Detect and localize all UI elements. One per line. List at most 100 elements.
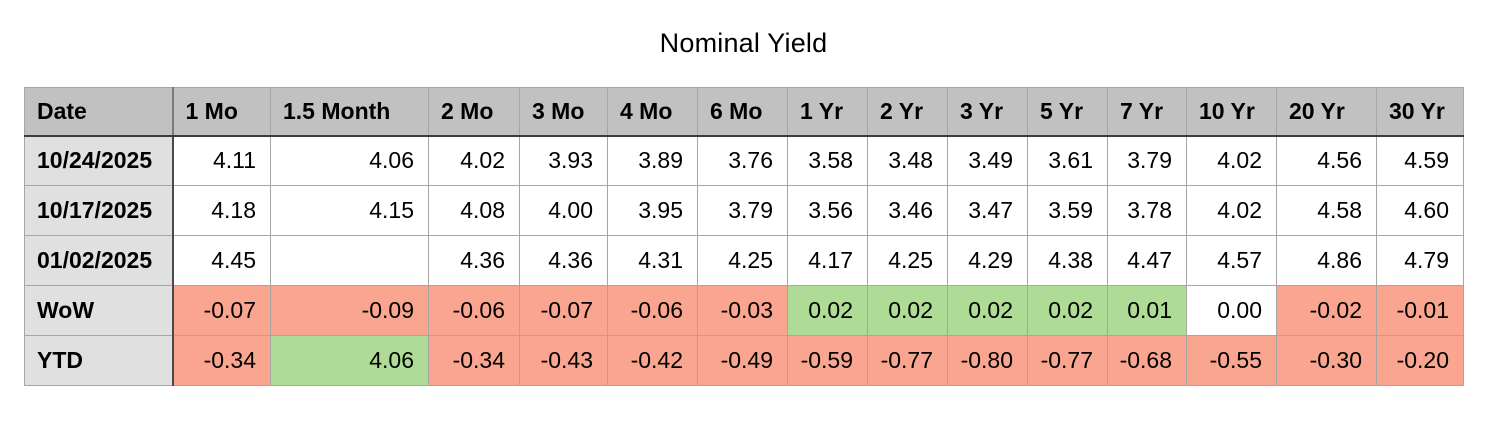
value-cell: -0.01	[1376, 285, 1464, 336]
value-cell: 4.47	[1107, 235, 1187, 286]
value-cell: 4.36	[519, 235, 608, 286]
chart-title: Nominal Yield	[659, 28, 828, 58]
value-cell: 4.38	[1027, 235, 1108, 286]
value-cell: -0.55	[1186, 335, 1277, 386]
value-cell: 4.18	[172, 185, 271, 236]
column-header: 1 Yr	[787, 87, 868, 137]
value-cell: 3.49	[947, 135, 1028, 186]
table-row: YTD -0.34 4.06 -0.34 -0.43 -0.42 -0.49 -0.59 -0.…	[24, 335, 1464, 386]
value-cell: -0.34	[428, 335, 520, 386]
value-cell: 3.93	[519, 135, 608, 186]
value-cell: -0.68	[1107, 335, 1187, 386]
value-cell: 3.47	[947, 185, 1028, 236]
value-cell: 3.78	[1107, 185, 1187, 236]
column-header: 1 Mo	[172, 87, 271, 137]
value-cell: 4.45	[172, 235, 271, 286]
value-cell: 4.86	[1276, 235, 1377, 286]
header-row: Date 1 Mo 1.5 Month 2 Mo 3 Mo 4 Mo 6 Mo 1 Yr 2 Y…	[24, 87, 1464, 137]
value-cell: 3.48	[867, 135, 948, 186]
value-cell: 4.02	[428, 135, 520, 186]
value-cell: -0.59	[787, 335, 868, 386]
value-cell: 4.25	[867, 235, 948, 286]
column-header: 6 Mo	[697, 87, 788, 137]
value-cell: -0.30	[1276, 335, 1377, 386]
column-header: 30 Yr	[1376, 87, 1464, 137]
page: Nominal Yield Date 1 Mo 1.5 Month 2 Mo 3 Mo 4…	[24, 0, 1464, 386]
value-cell: 4.15	[270, 185, 429, 236]
value-cell: 4.79	[1376, 235, 1464, 286]
value-cell: -0.80	[947, 335, 1028, 386]
value-cell: 4.02	[1186, 185, 1277, 236]
value-cell: 3.61	[1027, 135, 1108, 186]
value-cell: 4.17	[787, 235, 868, 286]
column-header: 1.5 Month	[270, 87, 429, 137]
value-cell: 4.00	[519, 185, 608, 236]
value-cell: 3.58	[787, 135, 868, 186]
value-cell: -0.42	[607, 335, 698, 386]
value-cell: 4.31	[607, 235, 698, 286]
column-header: 10 Yr	[1186, 87, 1277, 137]
value-cell: -0.02	[1276, 285, 1377, 336]
column-header: 20 Yr	[1276, 87, 1377, 137]
value-cell: -0.20	[1376, 335, 1464, 386]
column-header: 2 Yr	[867, 87, 948, 137]
value-cell: -0.49	[697, 335, 788, 386]
row-label: WoW	[24, 285, 174, 336]
value-cell: 0.00	[1186, 285, 1277, 336]
row-label: YTD	[24, 335, 174, 386]
value-cell: 0.01	[1107, 285, 1187, 336]
value-cell: 0.02	[787, 285, 868, 336]
value-cell: 4.59	[1376, 135, 1464, 186]
column-header: 3 Mo	[519, 87, 608, 137]
column-header: 5 Yr	[1027, 87, 1108, 137]
value-cell: 4.36	[428, 235, 520, 286]
value-cell: -0.06	[428, 285, 520, 336]
row-label: 10/17/2025	[24, 185, 174, 236]
value-cell: 3.79	[697, 185, 788, 236]
table-row: WoW -0.07 -0.09 -0.06 -0.07 -0.06 -0.03 0.02 0.0…	[24, 285, 1464, 336]
value-cell: -0.03	[697, 285, 788, 336]
value-cell: 4.60	[1376, 185, 1464, 236]
row-label: 01/02/2025	[24, 235, 174, 286]
value-cell: -0.43	[519, 335, 608, 386]
value-cell: 4.57	[1186, 235, 1277, 286]
value-cell: 3.79	[1107, 135, 1187, 186]
row-label: 10/24/2025	[24, 135, 174, 186]
value-cell: -0.34	[172, 335, 271, 386]
column-header: Date	[24, 87, 174, 137]
table-row: 10/17/2025 4.18 4.15 4.08 4.00 3.95 3.79 3.56 3.…	[24, 185, 1464, 236]
nominal-yield-table: Date 1 Mo 1.5 Month 2 Mo 3 Mo 4 Mo 6 Mo 1 Yr 2 Y…	[24, 87, 1464, 386]
value-cell: 3.95	[607, 185, 698, 236]
value-cell: 3.56	[787, 185, 868, 236]
table-row: 01/02/2025 4.45 4.36 4.36 4.31 4.25 4.17 4.25 4.…	[24, 235, 1464, 286]
value-cell: -0.07	[172, 285, 271, 336]
column-header: 7 Yr	[1107, 87, 1187, 137]
value-cell: -0.09	[270, 285, 429, 336]
value-cell: 0.02	[1027, 285, 1108, 336]
value-cell: 3.89	[607, 135, 698, 186]
value-cell: 4.08	[428, 185, 520, 236]
value-cell: -0.06	[607, 285, 698, 336]
value-cell: -0.07	[519, 285, 608, 336]
column-header: 4 Mo	[607, 87, 698, 137]
value-cell	[270, 235, 429, 286]
value-cell: 4.06	[270, 335, 429, 386]
value-cell: 3.46	[867, 185, 948, 236]
value-cell: 0.02	[867, 285, 948, 336]
value-cell: 4.25	[697, 235, 788, 286]
value-cell: 4.58	[1276, 185, 1377, 236]
value-cell: 4.02	[1186, 135, 1277, 186]
value-cell: -0.77	[1027, 335, 1108, 386]
value-cell: 3.59	[1027, 185, 1108, 236]
table-body: 10/24/2025 4.11 4.06 4.02 3.93 3.89 3.76 3.58 3.…	[24, 135, 1464, 386]
value-cell: 4.29	[947, 235, 1028, 286]
value-cell: 4.56	[1276, 135, 1377, 186]
column-header: 2 Mo	[428, 87, 520, 137]
value-cell: 4.11	[172, 135, 271, 186]
column-header: 3 Yr	[947, 87, 1028, 137]
value-cell: 3.76	[697, 135, 788, 186]
table-row: 10/24/2025 4.11 4.06 4.02 3.93 3.89 3.76 3.58 3.…	[24, 135, 1464, 186]
value-cell: -0.77	[867, 335, 948, 386]
value-cell: 0.02	[947, 285, 1028, 336]
value-cell: 4.06	[270, 135, 429, 186]
